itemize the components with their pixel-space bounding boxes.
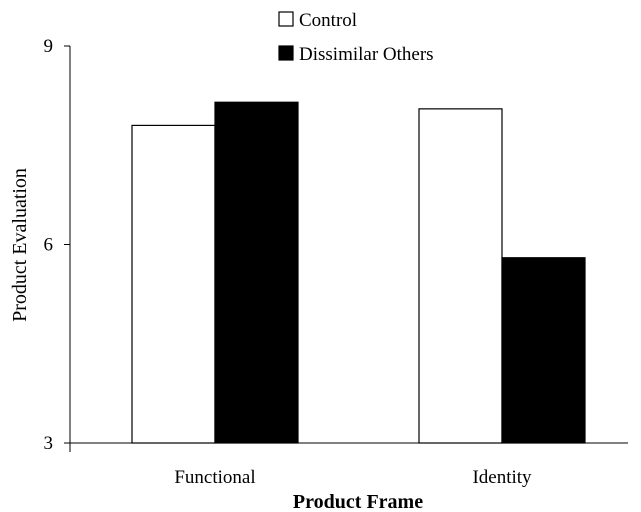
legend-label-dissimilar-others: Dissimilar Others <box>299 44 434 65</box>
bar-identity-control <box>418 108 503 444</box>
legend-item-control: Control <box>278 10 357 31</box>
y-tick-label: 3 <box>44 433 54 454</box>
y-tick-label: 9 <box>44 36 54 57</box>
x-axis-title: Product Frame <box>293 491 423 512</box>
x-category-label-functional: Functional <box>174 467 255 488</box>
y-axis-tick-labels: 3 6 9 <box>44 36 70 454</box>
legend-swatch-control <box>278 11 294 27</box>
bar-functional-control <box>131 124 216 444</box>
bars <box>131 101 586 444</box>
legend-item-dissimilar-others: Dissimilar Others <box>278 44 434 65</box>
legend-swatch-dissimilar-others <box>278 45 294 61</box>
bar-identity-dissimilar-others <box>501 257 586 444</box>
x-category-label-identity: Identity <box>472 467 532 488</box>
legend-label-control: Control <box>299 10 357 31</box>
y-axis-title: Product Evaluation <box>9 168 31 322</box>
bar-functional-dissimilar-others <box>214 101 299 444</box>
legend: Control Dissimilar Others <box>278 10 434 65</box>
y-tick-label: 6 <box>44 235 54 256</box>
x-axis-category-labels: Functional Identity <box>174 467 532 488</box>
